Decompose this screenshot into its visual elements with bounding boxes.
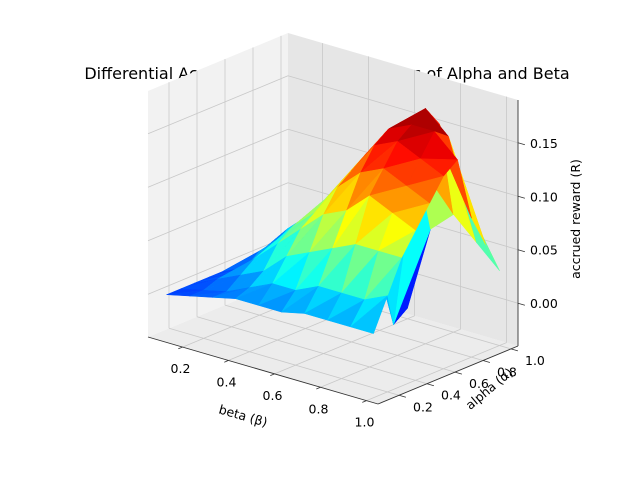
floor-gridline-x [274, 315, 415, 375]
y-tick-mark [426, 383, 435, 387]
x-tick-mark [316, 386, 321, 390]
x-tick-label: 0.8 [309, 401, 329, 416]
z-tick-label: 0.05 [530, 243, 558, 258]
y-tick-mark [482, 360, 491, 363]
y-tick-label: 0.2 [413, 399, 433, 414]
z-axis-label: accrued reward (R) [568, 159, 583, 279]
y-axis-line [377, 345, 519, 405]
z-tick-label: 0.00 [530, 296, 558, 311]
tick-labels: 0.2 0.4 0.6 0.8 1.0 0.2 0.4 0.6 0.8 1.0 0.00 0.05 0.… [171, 136, 558, 430]
y-tick-label: 0.4 [441, 388, 461, 403]
left-gridline-z [147, 235, 289, 295]
z-tick-label: 0.15 [530, 136, 558, 151]
x-tick-mark [224, 360, 229, 363]
y-tick-label: 1.0 [525, 353, 545, 368]
y-tick-label: 0.6 [469, 376, 489, 391]
y-tick-mark [510, 348, 519, 352]
floor-gridline-y [196, 316, 428, 385]
x-tick-label: 0.4 [217, 374, 237, 389]
y-tick-mark [454, 371, 463, 375]
z-tick-label: 0.10 [530, 189, 558, 204]
z-tick-mark [517, 249, 526, 253]
floor-gridline-y [168, 327, 400, 396]
x-tick-label: 0.2 [171, 361, 191, 376]
x-tick-label: 0.6 [263, 388, 283, 403]
surface-facet [350, 295, 388, 334]
left-gridline-z [147, 182, 289, 242]
x-tick-mark [270, 373, 275, 376]
left-gridline-z [147, 128, 289, 188]
axis-lines [147, 100, 519, 405]
left-gridline-z [147, 75, 289, 135]
x-axis-line [147, 336, 379, 405]
floor-gridline-y [224, 304, 456, 373]
y-tick-label: 0.8 [497, 365, 517, 380]
floor-gridline-x [320, 328, 461, 388]
surface-mesh [166, 108, 500, 334]
back-gridline-z [287, 75, 519, 144]
x-tick-label: 1.0 [355, 415, 375, 430]
floor-pane [148, 279, 518, 404]
z-tick-mark [517, 195, 526, 199]
y-tick-mark [398, 394, 407, 398]
z-tick-mark [517, 142, 526, 146]
x-tick-mark [178, 346, 183, 350]
floor-gridline-x [366, 342, 507, 401]
x-tick-mark [362, 400, 367, 403]
z-tick-mark [517, 302, 526, 306]
